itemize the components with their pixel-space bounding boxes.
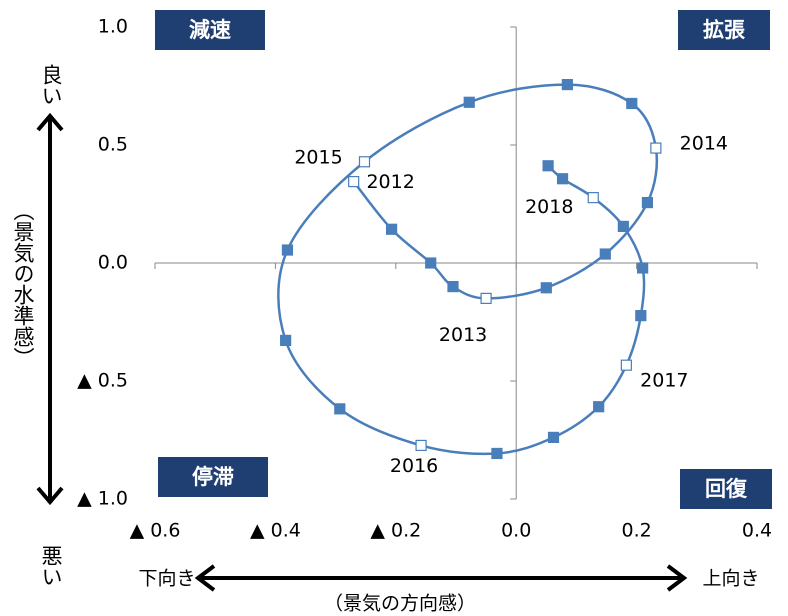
point-label: 2017	[640, 370, 688, 392]
marker	[348, 175, 360, 188]
marker	[480, 292, 492, 304]
x-high-label: 上向き	[702, 568, 759, 590]
quadrant-label: 拡張	[703, 18, 746, 42]
x-tick-label: 0.4	[742, 520, 772, 542]
y-arrow	[36, 112, 64, 506]
x-tick-label: 0.2	[621, 520, 651, 542]
series-line	[277, 83, 659, 456]
marker	[593, 401, 605, 413]
point-label: 2013	[439, 324, 487, 346]
y-tick-label: ▲ 0.5	[77, 370, 128, 392]
quadrant-box	[680, 469, 772, 509]
marker	[637, 262, 649, 274]
x-tick-label: ▲ 0.6	[130, 520, 181, 542]
marker	[547, 431, 560, 444]
marker	[641, 196, 654, 209]
marker	[587, 192, 599, 204]
marker	[620, 359, 632, 371]
marker	[635, 310, 647, 322]
point-label: 2015	[294, 146, 342, 168]
marker	[280, 334, 292, 347]
x-tick-label: ▲ 0.2	[370, 520, 421, 542]
marker	[556, 173, 569, 185]
marker	[650, 142, 662, 154]
marker	[334, 403, 346, 415]
quadrant-box	[158, 457, 268, 497]
marker	[463, 96, 475, 108]
y-high-label: 良い	[39, 64, 63, 106]
marker	[447, 281, 459, 293]
y-tick-label: 0.5	[98, 134, 128, 156]
quadrant-label: 停滞	[192, 465, 234, 489]
quadrant-box	[678, 10, 770, 50]
marker	[491, 447, 503, 460]
marker	[540, 282, 552, 294]
x-tick-label: 0.0	[501, 520, 531, 542]
marker	[626, 97, 638, 110]
x-tick-label: ▲ 0.4	[250, 520, 301, 542]
quadrant-box	[155, 10, 265, 50]
marker	[599, 248, 611, 260]
point-label: 2018	[525, 196, 573, 218]
y-axis-label: （景気の水準感）	[11, 200, 35, 368]
marker	[281, 244, 294, 256]
quadrant-label: 回復	[705, 477, 748, 501]
marker	[561, 78, 573, 91]
marker	[425, 257, 437, 269]
quadrant-label: 減速	[189, 18, 231, 42]
y-low-label: 悪い	[39, 545, 63, 587]
marker	[385, 223, 398, 235]
marker	[542, 160, 554, 172]
x-low-label: 下向き	[138, 568, 195, 590]
y-tick-label: 1.0	[98, 16, 128, 38]
marker	[617, 220, 629, 233]
x-arrow	[194, 564, 688, 592]
x-axis-label: （景気の方向感）	[324, 593, 476, 615]
point-label: 2016	[390, 455, 438, 477]
marker	[358, 156, 371, 168]
marker	[415, 439, 427, 452]
point-label: 2014	[680, 133, 728, 155]
y-tick-label: ▲ 1.0	[77, 488, 128, 510]
y-tick-label: 0.0	[98, 252, 128, 274]
point-label: 2012	[366, 171, 414, 193]
